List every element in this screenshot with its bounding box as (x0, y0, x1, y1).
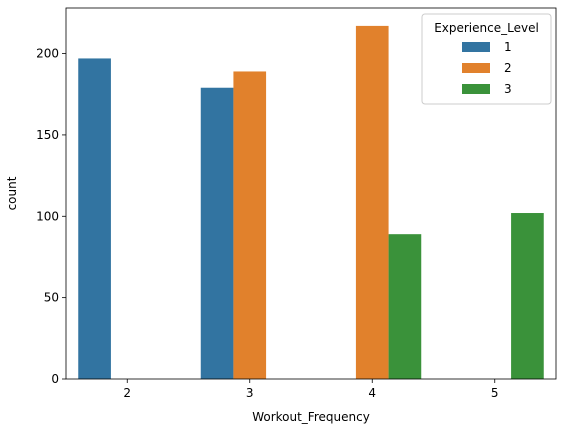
legend-label-level-1: 1 (504, 40, 512, 54)
x-tick-label: 3 (246, 386, 254, 400)
bar-4-level-2 (355, 25, 389, 380)
legend-box (421, 13, 552, 105)
y-tick-label: 200 (36, 47, 59, 61)
y-tick-label: 150 (36, 128, 59, 142)
x-axis-ticks: 2 3 4 5 (123, 379, 499, 400)
x-tick-label: 4 (368, 386, 376, 400)
legend-items: 1 2 3 (462, 40, 512, 96)
legend-label-level-3: 3 (504, 82, 512, 96)
y-axis-label: count (5, 176, 19, 210)
legend-swatch-level-2 (462, 63, 490, 73)
legend-swatch-level-1 (462, 42, 490, 52)
legend-title: Experience_Level (434, 21, 539, 35)
y-tick-label: 0 (51, 372, 59, 386)
bar-3-level-2 (233, 71, 267, 380)
legend-label-level-2: 2 (504, 61, 512, 75)
bars-group (78, 25, 544, 380)
bar-3-level-1 (200, 87, 234, 379)
legend-swatch-level-3 (462, 84, 490, 94)
plot-frame (65, 7, 557, 380)
x-axis-label: Workout_Frequency (252, 410, 370, 424)
bar-2-level-1 (78, 58, 111, 379)
legend: Experience_Level 1 2 3 (421, 13, 552, 105)
bar-4-level-3 (388, 234, 422, 379)
bar-5-level-3 (511, 213, 544, 379)
y-tick-label: 100 (36, 209, 59, 223)
y-tick-label: 50 (44, 291, 59, 305)
x-tick-label: 5 (491, 386, 499, 400)
x-tick-label: 2 (123, 386, 131, 400)
y-axis-ticks: 0 50 100 150 200 (36, 47, 66, 386)
